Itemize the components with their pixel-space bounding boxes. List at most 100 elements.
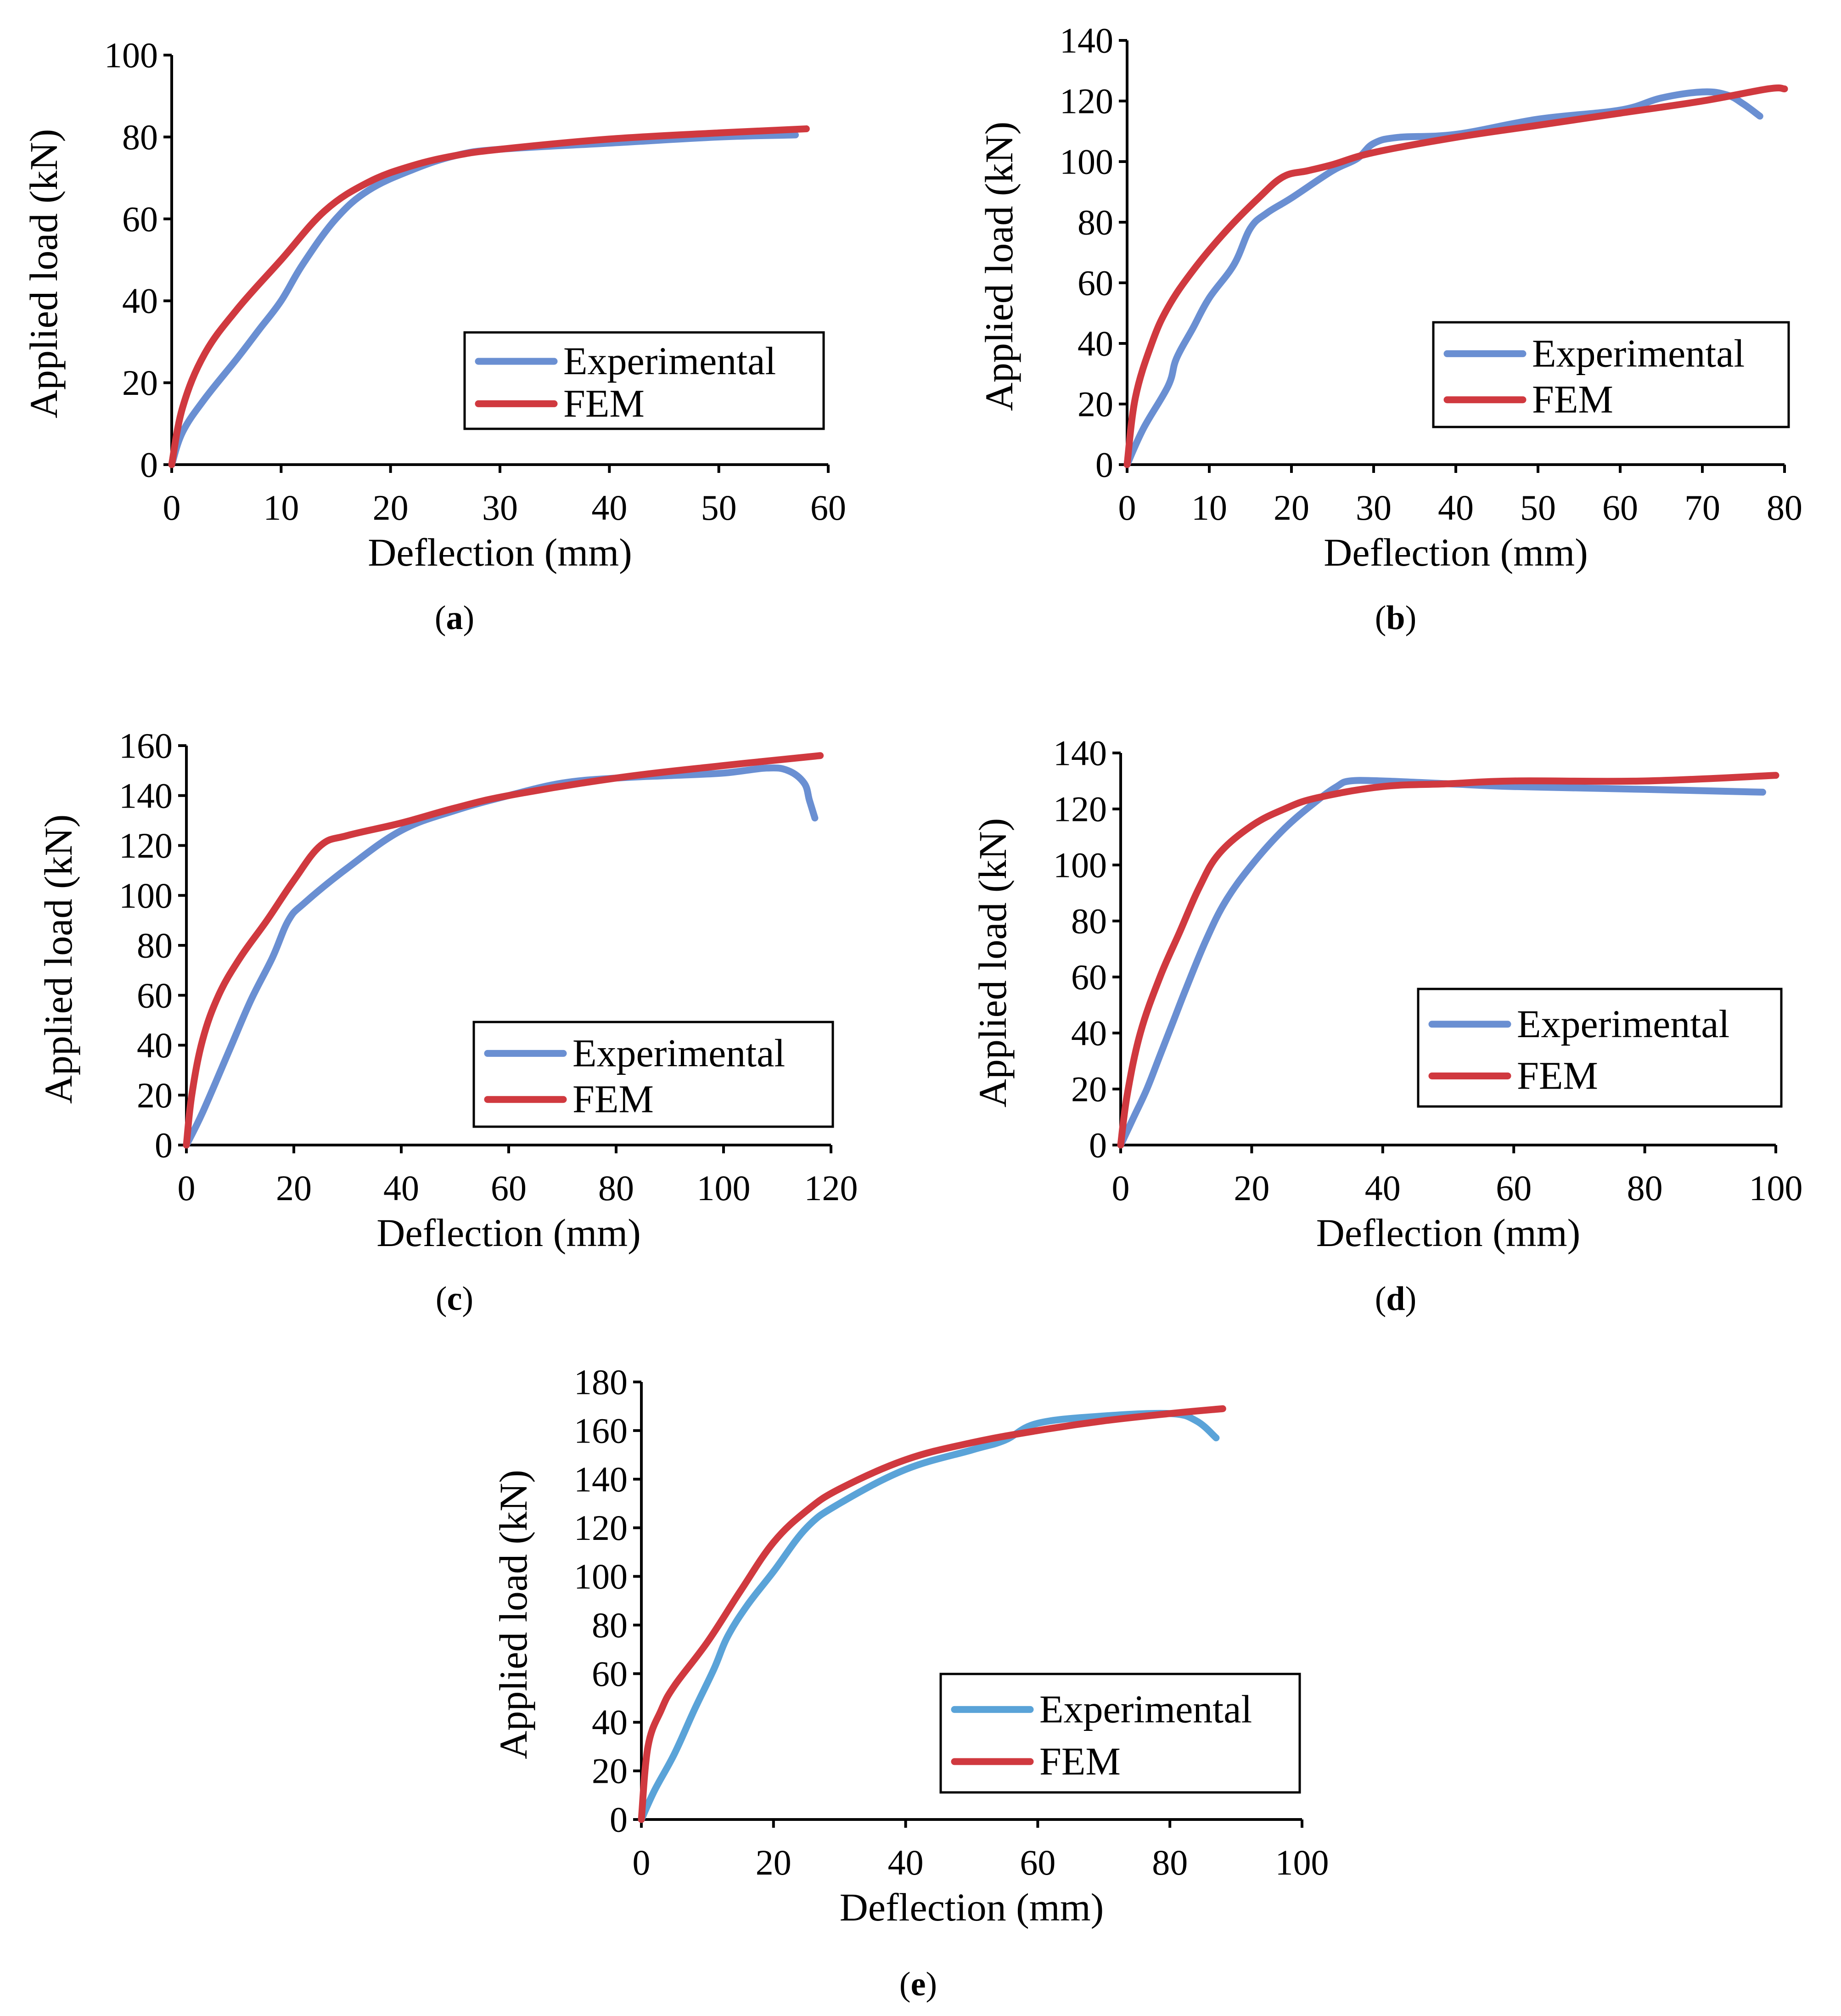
y-tick-label: 140 [119,775,173,815]
y-tick-label: 60 [1078,263,1113,303]
y-tick-label: 20 [1071,1069,1107,1109]
y-tick-label: 120 [574,1508,628,1548]
legend-label-experimental: Experimental [1517,1002,1729,1046]
y-tick-label: 100 [1060,142,1113,182]
y-axis-title: Applied load (kN) [971,818,1015,1108]
legend-label-experimental: Experimental [1532,331,1745,375]
y-tick-label: 20 [137,1075,173,1115]
x-tick-label: 20 [373,488,409,528]
y-tick-label: 140 [1053,733,1107,773]
y-tick-label: 80 [122,117,158,157]
x-axis-title: Deflection (mm) [376,1211,641,1255]
x-tick-label: 80 [598,1168,634,1208]
y-tick-label: 80 [592,1605,628,1645]
y-tick-label: 160 [574,1410,628,1450]
x-tick-label: 30 [1356,488,1392,528]
chart-panel-c: 0 20 40 60 80 100 120 140 160 0 20 40 60 80 100 120 Defl… [36,726,858,1318]
y-tick-label: 180 [574,1362,628,1402]
x-tick-label: 100 [1749,1168,1803,1208]
y-tick-label: 60 [1071,957,1107,997]
x-tick-label: 80 [1152,1842,1188,1882]
x-tick-label: 60 [1020,1842,1055,1882]
y-tick-label: 100 [1053,845,1107,885]
y-tick-label: 20 [592,1751,628,1791]
y-tick-label: 40 [1071,1013,1107,1053]
x-tick-label: 80 [1627,1168,1663,1208]
y-tick-label: 100 [574,1556,628,1596]
legend-box [463,331,825,430]
panel-caption: (c) [436,1280,473,1318]
legend: Experimental FEM [939,1673,1301,1794]
x-tick-label: 100 [1275,1842,1329,1882]
y-tick-label: 0 [155,1125,173,1165]
x-axis-title: Deflection (mm) [1316,1211,1581,1255]
x-tick-label: 0 [633,1842,651,1882]
x-tick-label: 0 [163,488,181,528]
legend-label-fem: FEM [563,381,645,425]
x-axis-title: Deflection (mm) [840,1885,1104,1929]
legend-label-experimental: Experimental [1039,1687,1252,1731]
chart-panel-b: 0 20 40 60 80 100 120 140 0 10 20 30 40 50 60 70 80 Defle… [977,21,1802,637]
x-tick-label: 10 [263,488,299,528]
legend-box [472,1021,834,1128]
y-tick-label: 20 [122,363,158,403]
legend-box [1432,321,1790,428]
legend-box [1417,988,1783,1108]
x-tick-label: 10 [1191,488,1227,528]
panel-caption: (d) [1375,1280,1416,1318]
y-tick-label: 160 [119,726,173,766]
series-line-fem [638,1405,1226,1823]
x-tick-label: 70 [1684,488,1720,528]
y-tick-label: 140 [1060,21,1113,61]
x-tick-label: 20 [1274,488,1309,528]
x-tick-label: 50 [701,488,737,528]
y-tick-label: 100 [119,876,173,915]
y-tick-label: 0 [140,445,158,485]
x-tick-label: 60 [491,1168,527,1208]
y-tick-label: 60 [122,199,158,239]
y-tick-label: 0 [1089,1125,1107,1165]
series-line-fem [1123,84,1788,468]
x-tick-label: 60 [1602,488,1638,528]
y-tick-label: 0 [610,1800,628,1840]
y-tick-label: 80 [137,926,173,966]
x-tick-label: 40 [383,1168,419,1208]
y-axis-title: Applied load (kN) [491,1470,535,1759]
y-axis-title: Applied load (kN) [22,129,66,419]
panel-caption: (b) [1375,599,1416,637]
x-tick-label: 60 [1496,1168,1532,1208]
y-axis-title: Applied load (kN) [977,122,1021,411]
y-axis-title: Applied load (kN) [36,814,80,1104]
y-tick-label: 60 [137,975,173,1015]
y-tick-label: 80 [1071,901,1107,941]
y-tick-label: 80 [1078,202,1113,242]
x-tick-label: 80 [1767,488,1802,528]
series-line-fem [1117,772,1779,1149]
y-tick-label: 120 [1053,789,1107,829]
x-tick-label: 20 [1234,1168,1269,1208]
y-tick-label: 20 [1078,384,1113,424]
x-axis-title: Deflection (mm) [368,530,632,574]
x-tick-label: 50 [1520,488,1556,528]
x-tick-label: 40 [591,488,627,528]
x-tick-label: 40 [1365,1168,1401,1208]
series-line-experimental [1117,777,1766,1149]
y-tick-label: 120 [1060,81,1113,121]
y-tick-label: 0 [1095,445,1113,485]
y-tick-label: 40 [137,1025,173,1065]
chart-panel-d: 0 20 40 60 80 100 120 140 0 20 40 60 80 100 Deflection… [971,733,1803,1318]
legend-label-fem: FEM [1532,377,1613,421]
x-axis-title: Deflection (mm) [1324,530,1588,574]
series-line-experimental [168,131,799,468]
series-line-fem [183,752,824,1149]
x-tick-label: 20 [276,1168,312,1208]
x-tick-label: 120 [804,1168,858,1208]
x-tick-label: 40 [1438,488,1474,528]
legend-label-experimental: Experimental [573,1031,785,1075]
x-tick-label: 0 [1118,488,1136,528]
y-tick-label: 140 [574,1459,628,1499]
legend-label-fem: FEM [1039,1739,1121,1783]
